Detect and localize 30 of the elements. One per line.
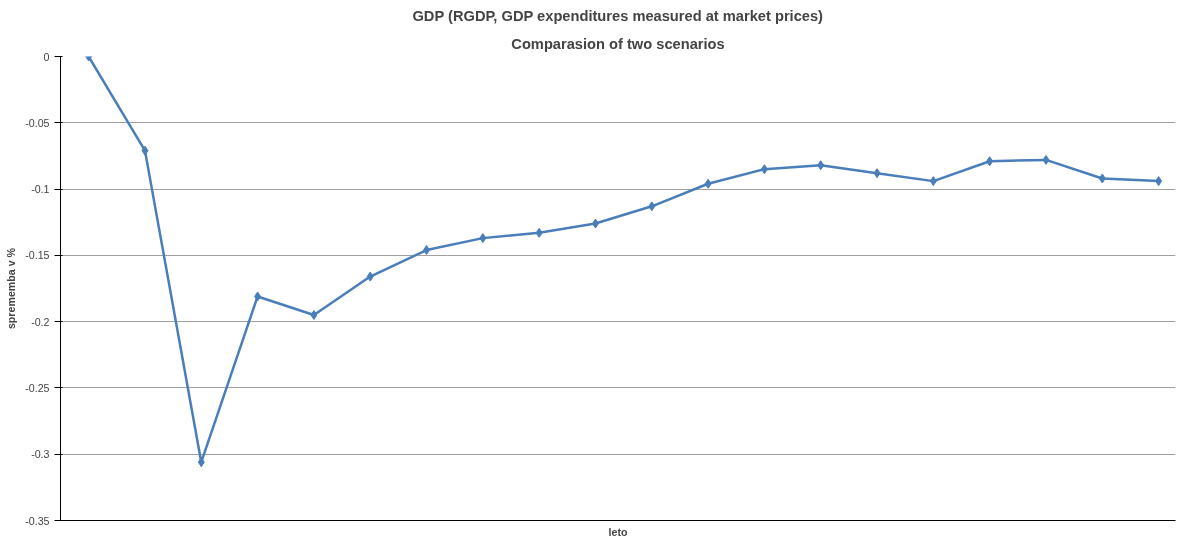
chart-subtitle: Comparasion of two scenarios — [511, 35, 725, 52]
y-tick-label: -0.35 — [25, 514, 50, 527]
y-tick-label: -0.15 — [25, 249, 50, 262]
point — [704, 178, 712, 189]
point — [141, 145, 149, 156]
x-axis-title: leto — [608, 525, 628, 538]
y-tick-label: -0.25 — [25, 381, 50, 394]
point — [986, 156, 994, 167]
point — [254, 291, 262, 302]
point — [648, 201, 656, 212]
y-tick-label: -0.3 — [31, 448, 50, 461]
point — [479, 233, 487, 244]
point — [1155, 176, 1163, 187]
point — [760, 164, 768, 175]
point — [366, 271, 374, 282]
point — [591, 218, 599, 229]
point — [310, 310, 318, 321]
point — [1098, 173, 1106, 184]
point — [817, 160, 825, 171]
y-tick-label: -0.05 — [25, 116, 50, 129]
chart-title: GDP (RGDP, GDP expenditures measured at market prices) — [412, 7, 824, 24]
point — [1042, 154, 1050, 165]
point — [873, 168, 881, 179]
point — [423, 245, 431, 256]
y-tick-label: 0 — [43, 50, 50, 63]
y-tick-label: -0.2 — [31, 315, 50, 328]
y-axis-title: sprememba v % — [5, 247, 18, 330]
point — [929, 176, 937, 187]
point — [535, 227, 543, 238]
y-tick-label: -0.1 — [31, 183, 50, 196]
